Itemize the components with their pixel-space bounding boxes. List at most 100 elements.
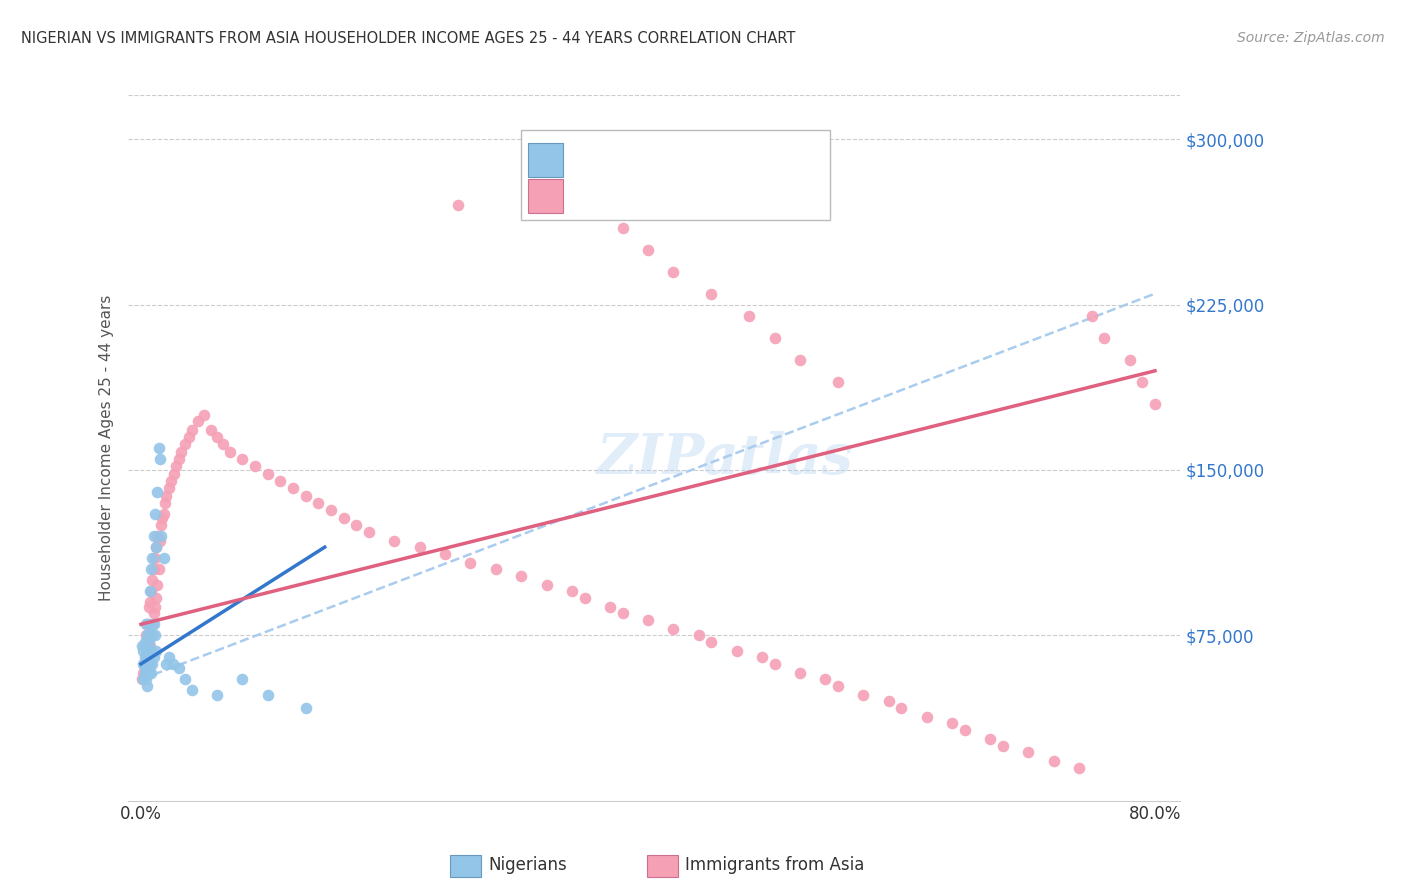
Point: [139, 595, 162, 609]
Point: [187, 415, 209, 429]
Point: [941, 716, 963, 731]
Point: [510, 569, 533, 583]
Point: [612, 220, 634, 235]
Point: [143, 599, 166, 614]
Point: [132, 657, 155, 671]
Point: [135, 650, 157, 665]
Point: [344, 518, 367, 533]
Point: [134, 665, 156, 680]
Point: [332, 511, 354, 525]
Point: [143, 551, 166, 566]
Point: [131, 673, 153, 687]
Point: [205, 430, 228, 444]
Point: [142, 650, 165, 665]
Point: [131, 640, 153, 654]
Point: [434, 547, 457, 561]
Point: [141, 551, 163, 566]
Text: Nigerians: Nigerians: [488, 856, 567, 874]
Point: [688, 628, 710, 642]
Point: [637, 613, 659, 627]
Point: [359, 524, 381, 539]
Point: [409, 540, 432, 554]
Point: [170, 445, 193, 459]
Point: [138, 599, 160, 614]
Point: [136, 665, 159, 680]
Point: [149, 533, 172, 548]
Point: [141, 617, 163, 632]
Point: [139, 644, 162, 658]
Point: [139, 657, 162, 671]
Point: [231, 673, 253, 687]
Point: [738, 309, 761, 323]
Point: [150, 529, 173, 543]
Point: [138, 665, 160, 680]
Point: [662, 622, 685, 636]
Point: [142, 529, 165, 543]
Point: [218, 445, 240, 459]
Point: [145, 591, 167, 605]
Point: [139, 665, 162, 680]
Point: [167, 661, 190, 675]
Point: [142, 607, 165, 621]
Point: [134, 635, 156, 649]
Point: [319, 502, 342, 516]
Point: [139, 584, 162, 599]
Point: [134, 661, 156, 675]
Point: [1092, 331, 1115, 345]
Point: [155, 490, 177, 504]
Point: [152, 511, 174, 525]
Point: [763, 331, 786, 345]
Point: [460, 556, 482, 570]
Point: [384, 533, 406, 548]
Point: [136, 661, 159, 675]
Point: [135, 628, 157, 642]
Point: [177, 430, 200, 444]
Point: [142, 617, 165, 632]
Point: [148, 562, 170, 576]
Point: [852, 688, 875, 702]
Point: [700, 635, 723, 649]
Point: [561, 584, 583, 599]
Point: [136, 617, 159, 632]
Point: [174, 436, 197, 450]
Point: [256, 467, 278, 482]
Point: [132, 665, 155, 680]
Point: [637, 243, 659, 257]
Point: [148, 441, 170, 455]
Point: [136, 628, 159, 642]
Point: [1067, 760, 1090, 774]
Point: [136, 679, 159, 693]
Point: [145, 540, 167, 554]
Point: [139, 640, 162, 654]
Point: [485, 562, 508, 576]
Text: R =: R =: [575, 151, 613, 169]
Point: [1017, 745, 1039, 759]
Point: [132, 644, 155, 658]
Point: [180, 683, 202, 698]
Point: [1080, 309, 1102, 323]
Text: 52: 52: [723, 151, 754, 169]
Point: [814, 673, 837, 687]
Point: [134, 657, 156, 671]
Text: ZIPatlas: ZIPatlas: [598, 432, 853, 486]
Point: [136, 644, 159, 658]
Point: [153, 496, 176, 510]
Point: [662, 265, 685, 279]
Point: [135, 640, 157, 654]
Point: [135, 617, 157, 632]
Point: [146, 485, 169, 500]
Point: [150, 518, 173, 533]
Point: [789, 665, 811, 680]
Point: [307, 496, 329, 510]
Point: [162, 657, 184, 671]
Point: [877, 694, 900, 708]
Y-axis label: Householder Income Ages 25 - 44 years: Householder Income Ages 25 - 44 years: [100, 294, 114, 601]
Text: NIGERIAN VS IMMIGRANTS FROM ASIA HOUSEHOLDER INCOME AGES 25 - 44 YEARS CORRELATI: NIGERIAN VS IMMIGRANTS FROM ASIA HOUSEHO…: [21, 31, 796, 46]
Point: [953, 723, 976, 737]
Point: [612, 607, 634, 621]
Point: [1143, 397, 1166, 411]
Point: [269, 474, 291, 488]
Point: [135, 673, 157, 687]
Point: [157, 650, 180, 665]
Point: [915, 710, 938, 724]
